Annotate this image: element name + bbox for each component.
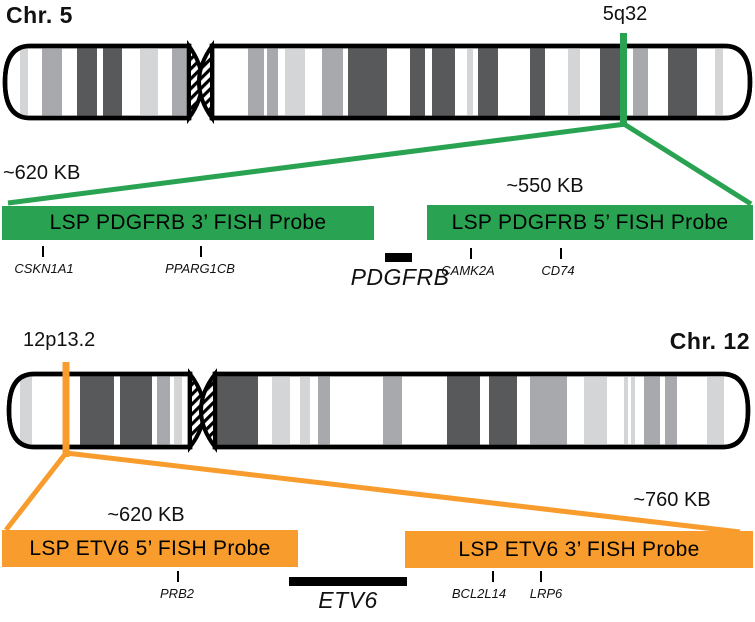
- gene-label-lrp6: LRP6: [529, 586, 563, 601]
- chr5-title: Chr. 5: [6, 2, 73, 28]
- gene-label-cd74: CD74: [541, 263, 575, 278]
- gene-position-bar: [385, 253, 412, 262]
- chr5-locus-marker: [7, 33, 753, 207]
- gene-label-etv6: ETV6: [318, 587, 378, 613]
- probe-box-pdgfrb-3: LSP PDGFRB 3’ FISH Probe: [2, 206, 374, 240]
- chr5-ideogram: [2, 39, 753, 125]
- gene-tick: [492, 571, 494, 582]
- gene-label-bcl2l14: BCL2L14: [451, 586, 507, 601]
- gene-label-camk2a: CAMK2A: [441, 263, 495, 278]
- gene-tick: [540, 571, 542, 582]
- chr12-locus-marker: [4, 362, 741, 535]
- gene-label-pdgfrb: PDGFRB: [350, 264, 450, 290]
- gene-label-cskn1a1: CSKN1A1: [14, 261, 74, 276]
- chr12-title: Chr. 12: [669, 328, 750, 354]
- chr12-probe3-size-label: ~760 KB: [633, 489, 711, 511]
- probe-box-etv6-3: LSP ETV6 3’ FISH Probe: [405, 531, 753, 568]
- chr12-ideogram: [6, 368, 751, 453]
- chr5-probe3-size-label: ~620 KB: [3, 162, 81, 184]
- gene-label-pparg1cb: PPARG1CB: [165, 261, 235, 276]
- chr5-probe5-size-label: ~550 KB: [506, 175, 584, 197]
- gene-tick: [42, 246, 44, 257]
- gene-label-prb2: PRB2: [160, 586, 194, 601]
- gene-tick: [200, 246, 202, 257]
- chr5-region-label: 5q32: [602, 3, 648, 25]
- gene-tick: [560, 248, 562, 259]
- probe-box-etv6-5: LSP ETV6 5’ FISH Probe: [2, 530, 298, 567]
- gene-position-bar: [289, 577, 407, 586]
- chr12-region-label: 12p13.2: [23, 329, 96, 351]
- gene-tick: [177, 571, 179, 582]
- chr5-bands: [20, 48, 723, 116]
- gene-tick: [470, 248, 472, 259]
- chr12-probe5-size-label: ~620 KB: [107, 504, 185, 526]
- chr12-bands: [20, 376, 724, 445]
- probe-box-pdgfrb-5: LSP PDGFRB 5’ FISH Probe: [427, 205, 753, 240]
